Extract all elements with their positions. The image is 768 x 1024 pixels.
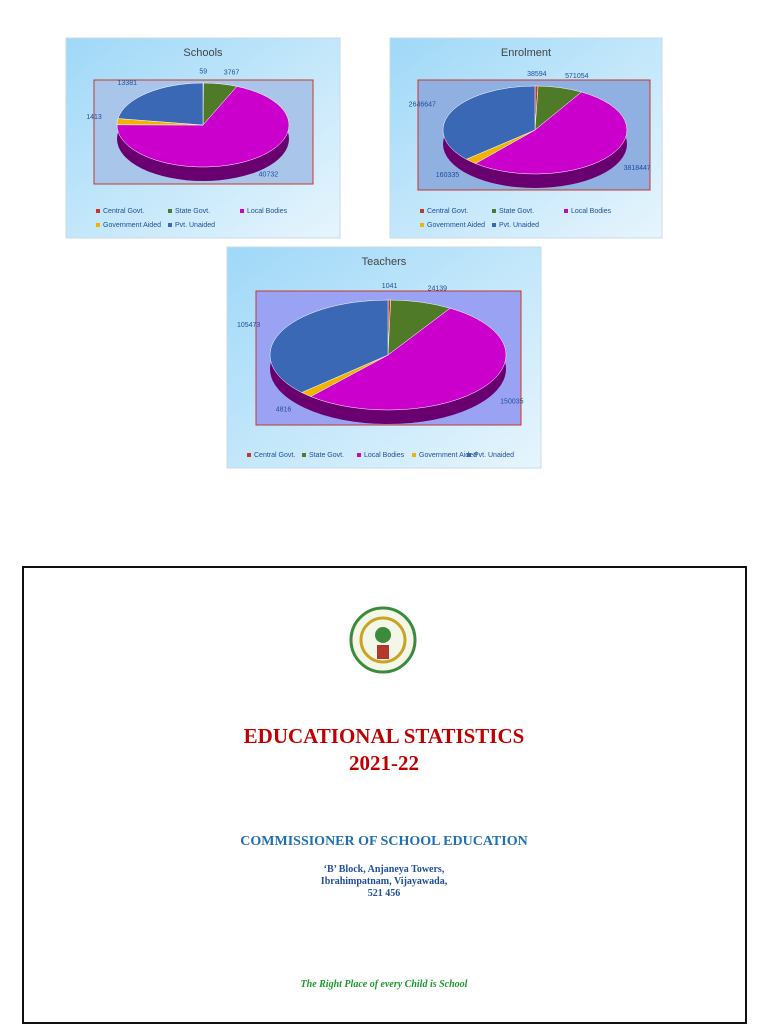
data-label: 59 xyxy=(199,68,207,75)
legend-swatch xyxy=(357,453,361,457)
doc-address: ‘B’ Block, Anjaneya Towers, xyxy=(323,864,445,875)
legend-label: Pvt. Unaided xyxy=(499,222,539,229)
legend-swatch xyxy=(240,209,244,213)
cover-page xyxy=(22,566,747,1024)
legend-label: Pvt. Unaided xyxy=(474,452,514,459)
data-label: 1413 xyxy=(86,114,102,121)
legend-label: Local Bodies xyxy=(364,452,405,459)
doc-tagline: The Right Place of every Child is School xyxy=(300,979,468,990)
legend-label: Government Aided xyxy=(103,222,161,229)
chart-title: Teachers xyxy=(362,256,407,268)
doc-address: Ibrahimpatnam, Vijayawada, xyxy=(320,876,448,887)
legend-label: Central Govt. xyxy=(427,208,468,215)
pie-slice xyxy=(116,86,290,168)
emblem xyxy=(349,606,417,674)
data-label: 105473 xyxy=(237,322,260,329)
legend-swatch xyxy=(412,453,416,457)
data-label: 40732 xyxy=(259,171,279,178)
chart-title: Enrolment xyxy=(501,47,551,59)
pie-slice xyxy=(310,307,507,411)
doc-address: 521 456 xyxy=(367,888,401,899)
legend-swatch xyxy=(420,209,424,213)
data-label: 150035 xyxy=(500,398,523,405)
legend-swatch xyxy=(168,223,172,227)
legend-swatch xyxy=(492,209,496,213)
charts: Schools 59 3767 40732 1413 13381 Central Govt.… xyxy=(65,37,663,469)
pie-slice xyxy=(117,82,204,126)
data-label: 2646647 xyxy=(409,102,436,109)
legend-label: State Govt. xyxy=(499,208,534,215)
legend-label: Government Aided xyxy=(419,452,477,459)
legend-label: Pvt. Unaided xyxy=(175,222,215,229)
legend-swatch xyxy=(564,209,568,213)
legend-swatch xyxy=(302,453,306,457)
legend-swatch xyxy=(420,223,424,227)
pie-slice xyxy=(442,85,536,160)
legend-swatch xyxy=(96,209,100,213)
legend-label: Local Bodies xyxy=(247,208,288,215)
pie-slice xyxy=(269,299,389,393)
doc-title: EDUCATIONAL STATISTICS xyxy=(243,724,525,748)
legend-label: Central Govt. xyxy=(254,452,295,459)
legend-swatch xyxy=(492,223,496,227)
legend-swatch xyxy=(168,209,172,213)
legend-label: State Govt. xyxy=(175,208,210,215)
data-label: 13381 xyxy=(118,80,138,87)
pie-slice xyxy=(474,91,628,175)
doc-year: 2021-22 xyxy=(349,751,419,775)
legend-label: Local Bodies xyxy=(571,208,612,215)
legend-swatch xyxy=(96,223,100,227)
data-label: 571054 xyxy=(565,73,588,80)
doc-office: COMMISSIONER OF SCHOOL EDUCATION xyxy=(240,834,528,849)
chart-title: Schools xyxy=(183,47,223,59)
legend-label: Central Govt. xyxy=(103,208,144,215)
legend-label: Government Aided xyxy=(427,222,485,229)
legend-label: State Govt. xyxy=(309,452,344,459)
data-label: 24139 xyxy=(428,286,448,293)
data-label: 1041 xyxy=(382,283,398,290)
data-label: 4816 xyxy=(276,407,292,414)
legend-swatch xyxy=(247,453,251,457)
legend-swatch xyxy=(467,453,471,457)
data-label: 3818447 xyxy=(624,165,651,172)
data-label: 38594 xyxy=(527,71,547,78)
data-label: 3767 xyxy=(224,69,240,76)
data-label: 160335 xyxy=(436,172,459,179)
